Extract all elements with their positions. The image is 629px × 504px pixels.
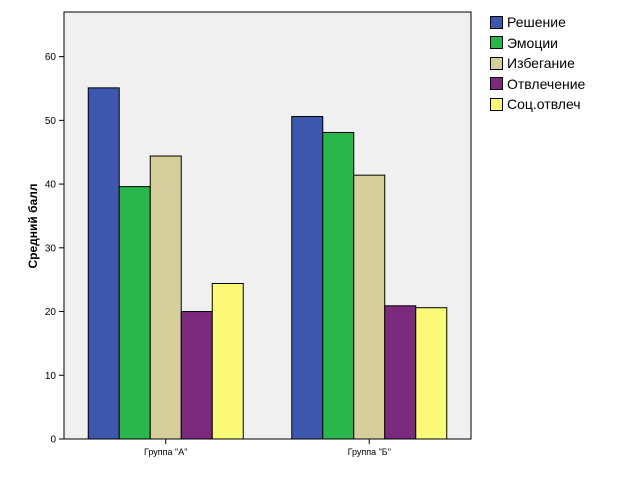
- legend-swatch: [490, 56, 503, 70]
- y-axis: 0 10 20 30 40 50 60: [45, 52, 64, 446]
- legend-item: Эмоции: [490, 33, 585, 54]
- legend-item: Решение: [490, 12, 585, 33]
- y-tick-label: 10: [45, 371, 57, 382]
- y-axis-label: Средний балл: [26, 184, 40, 269]
- legend-item: Избегание: [490, 53, 585, 74]
- bar: [322, 131, 355, 440]
- legend-label: Решение: [507, 14, 566, 31]
- legend-item: Отвлечение: [490, 74, 585, 95]
- bar: [211, 282, 244, 440]
- y-tick-label: 60: [45, 52, 57, 63]
- legend-swatch: [490, 15, 503, 29]
- y-tick-label: 40: [45, 180, 57, 191]
- bar: [415, 307, 448, 440]
- bar: [180, 311, 213, 440]
- y-tick-label: 0: [50, 435, 56, 446]
- bar: [118, 186, 151, 440]
- bar: [87, 87, 120, 440]
- bar: [384, 305, 417, 440]
- legend-label: Эмоции: [507, 34, 558, 51]
- y-tick-label: 30: [45, 243, 57, 254]
- legend-item: Соц.отвлеч: [490, 94, 585, 115]
- x-tick-label: Группа "А": [144, 447, 187, 457]
- x-axis: Группа "А" Группа "Б": [144, 439, 391, 457]
- legend-label: Отвлечение: [507, 75, 586, 92]
- bars-group: [87, 87, 448, 440]
- legend-label: Избегание: [507, 55, 575, 72]
- bar: [149, 155, 182, 440]
- y-tick-label: 20: [45, 307, 57, 318]
- legend-swatch: [490, 77, 503, 91]
- legend-swatch: [490, 97, 503, 111]
- bar: [291, 116, 324, 440]
- legend-label: Соц.отвлеч: [507, 96, 581, 113]
- y-tick-label: 50: [45, 116, 57, 127]
- bar: [353, 174, 386, 440]
- x-tick-label: Группа "Б": [348, 447, 391, 457]
- legend: Решение Эмоции Избегание Отвлечение Соц.отвл…: [490, 12, 585, 115]
- legend-swatch: [490, 36, 503, 50]
